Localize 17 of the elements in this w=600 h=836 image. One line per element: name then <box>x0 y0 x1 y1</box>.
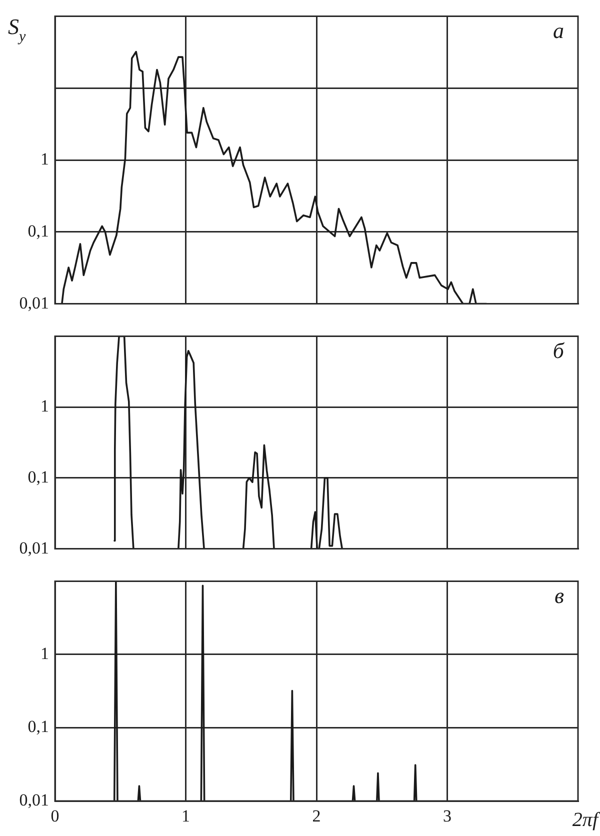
x-tick-label: 0 <box>50 806 60 826</box>
y-tick-label: 0,1 <box>28 467 49 486</box>
x-tick-label: 3 <box>443 806 452 826</box>
annotation: в <box>554 583 564 608</box>
y-tick-label: 1 <box>40 396 49 416</box>
x-tick-label: 2 <box>312 806 321 826</box>
y-tick-label: 0,01 <box>19 790 49 810</box>
x-tick-label: 1 <box>182 806 190 826</box>
y-tick-label: 0,1 <box>28 717 49 736</box>
annotation: а <box>553 18 564 44</box>
y-tick-label: 1 <box>40 149 49 168</box>
y-tick-label: 0,1 <box>28 221 49 240</box>
y-tick-label: 1 <box>40 644 49 663</box>
annotation: б <box>552 338 565 364</box>
x-axis-title: 2πf <box>572 809 600 831</box>
y-tick-label: 0,01 <box>19 293 49 312</box>
y-tick-label: 0,01 <box>19 538 49 558</box>
